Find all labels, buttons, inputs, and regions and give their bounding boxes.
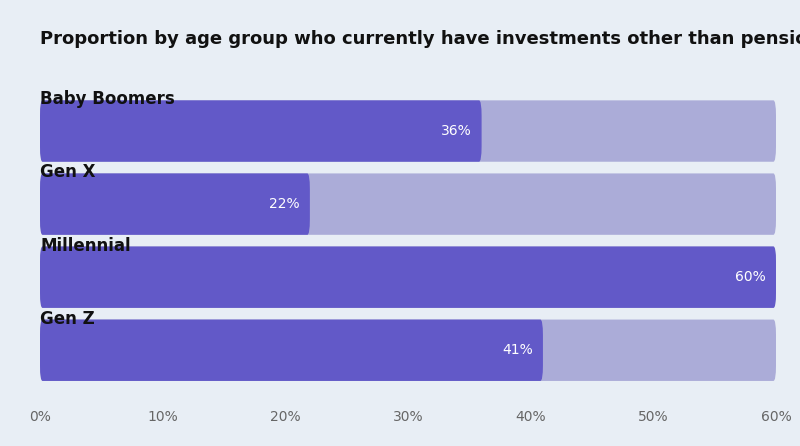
FancyBboxPatch shape	[40, 100, 776, 162]
FancyBboxPatch shape	[40, 320, 776, 381]
FancyBboxPatch shape	[40, 320, 543, 381]
FancyBboxPatch shape	[40, 173, 776, 235]
FancyBboxPatch shape	[40, 247, 776, 308]
FancyBboxPatch shape	[40, 247, 776, 308]
Text: Millennial: Millennial	[40, 236, 130, 255]
Text: Gen X: Gen X	[40, 164, 95, 182]
Text: Gen Z: Gen Z	[40, 310, 94, 328]
Text: Baby Boomers: Baby Boomers	[40, 91, 174, 108]
FancyBboxPatch shape	[40, 173, 310, 235]
Text: 60%: 60%	[735, 270, 766, 284]
FancyBboxPatch shape	[40, 100, 482, 162]
Text: 41%: 41%	[502, 343, 533, 357]
Text: Proportion by age group who currently have investments other than pensions: Proportion by age group who currently ha…	[40, 30, 800, 48]
Text: 36%: 36%	[441, 124, 472, 138]
Text: 22%: 22%	[270, 197, 300, 211]
